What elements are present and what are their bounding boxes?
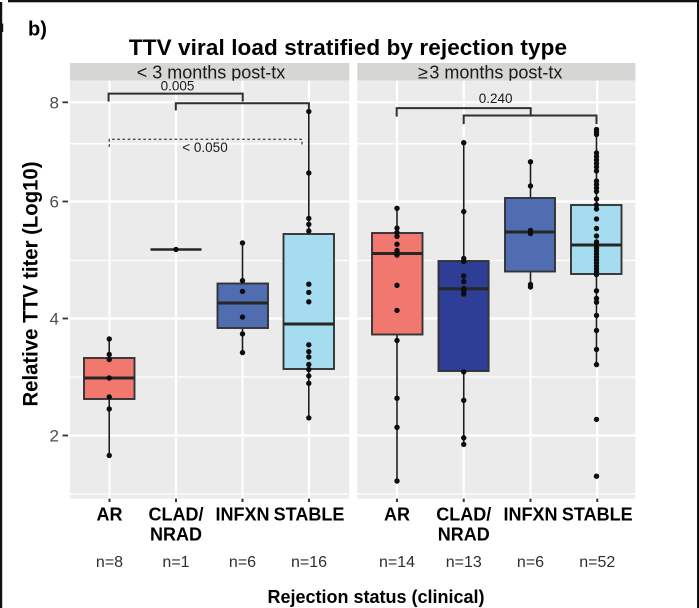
svg-text:0.005: 0.005 [161,79,195,94]
svg-text:AR: AR [97,505,123,525]
svg-text:NRAD: NRAD [438,525,490,545]
svg-text:n=8: n=8 [96,554,123,571]
svg-text:n=52: n=52 [579,554,615,571]
svg-text:n=1: n=1 [162,554,189,571]
svg-text:n=13: n=13 [446,554,482,571]
svg-text:n=16: n=16 [291,554,327,571]
svg-text:Rejection status (clinical): Rejection status (clinical) [267,587,484,607]
svg-text:8: 8 [50,94,59,113]
svg-text:TTV viral load stratified by r: TTV viral load stratified by rejection t… [129,35,567,60]
svg-text:Relative TTV titer (Log10): Relative TTV titer (Log10) [20,162,43,407]
svg-text:n=14: n=14 [379,554,415,571]
svg-text:< 0.050: < 0.050 [182,140,227,155]
svg-text:STABLE: STABLE [562,505,633,525]
svg-text:0.240: 0.240 [479,91,513,106]
svg-text:< 3 months post-tx: < 3 months post-tx [137,63,286,83]
svg-text:≥3 months post-tx: ≥3 months post-tx [418,63,562,83]
svg-text:INFXN: INFXN [216,505,270,525]
svg-text:CLAD/: CLAD/ [149,505,204,525]
svg-text:NRAD: NRAD [150,525,202,545]
svg-text:STABLE: STABLE [274,505,345,525]
svg-text:4: 4 [50,310,59,329]
svg-text:b): b) [28,18,47,40]
svg-text:CLAD/: CLAD/ [436,505,491,525]
svg-text:6: 6 [50,193,59,212]
svg-text:n=6: n=6 [229,554,256,571]
svg-text:AR: AR [384,505,410,525]
svg-text:INFXN: INFXN [504,505,558,525]
svg-text:2: 2 [50,427,59,446]
svg-text:n=6: n=6 [517,554,544,571]
